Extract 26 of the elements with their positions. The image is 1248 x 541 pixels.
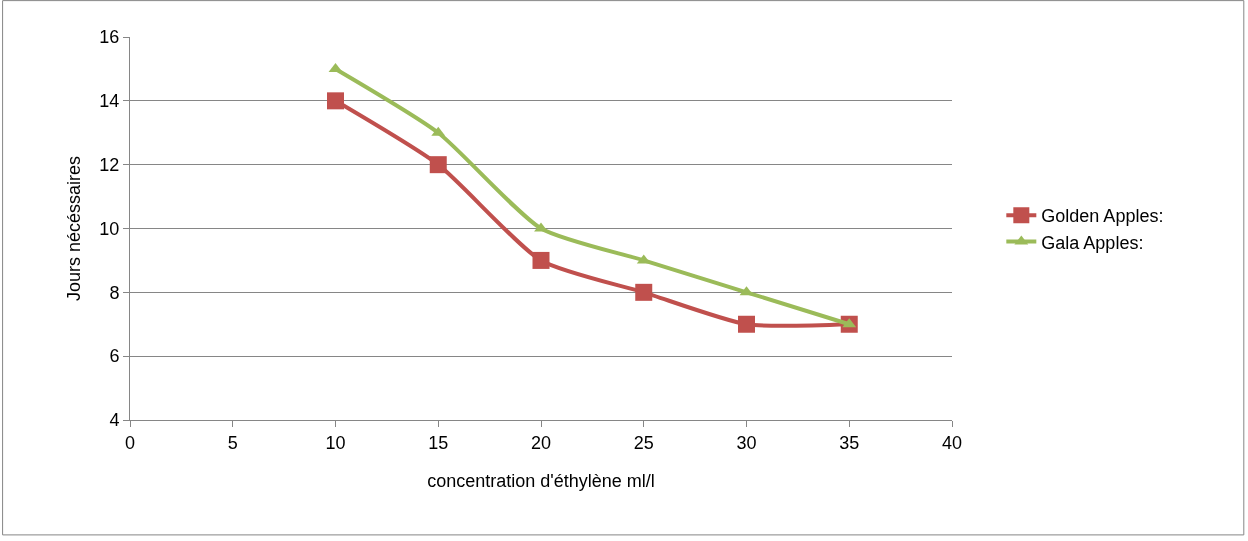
y-tick-label: 8: [109, 282, 120, 303]
legend-label: Gala Apples:: [1041, 232, 1144, 253]
point: [327, 92, 344, 110]
x-tick-label: 20: [530, 432, 552, 453]
point: [532, 251, 550, 269]
y-axis-title: Jours nécéssaires: [63, 155, 84, 302]
legend-label: Golden Apples:: [1041, 206, 1164, 227]
point: [635, 283, 653, 301]
x-tick-label: 35: [839, 432, 860, 453]
y-tick-label: 16: [99, 27, 120, 48]
y-tick-label: 6: [109, 346, 120, 367]
point: [429, 156, 447, 174]
x-tick-label: 30: [736, 432, 757, 453]
x-tick-label: 15: [428, 432, 449, 453]
y-tick-label: 10: [99, 218, 120, 239]
point: [738, 315, 755, 333]
y-tick-label: 12: [99, 154, 120, 175]
point: [534, 222, 548, 232]
x-tick-label: 5: [227, 432, 238, 453]
x-tick-label: 0: [124, 432, 136, 453]
x-axis-title: concentration d'éthylène ml/l: [427, 470, 655, 491]
x-tick-label: 40: [941, 432, 963, 453]
y-tick-label: 14: [99, 91, 120, 112]
y-tick-label: 4: [109, 410, 120, 431]
x-tick-label: 25: [633, 432, 654, 453]
x-tick-label: 10: [325, 432, 346, 453]
